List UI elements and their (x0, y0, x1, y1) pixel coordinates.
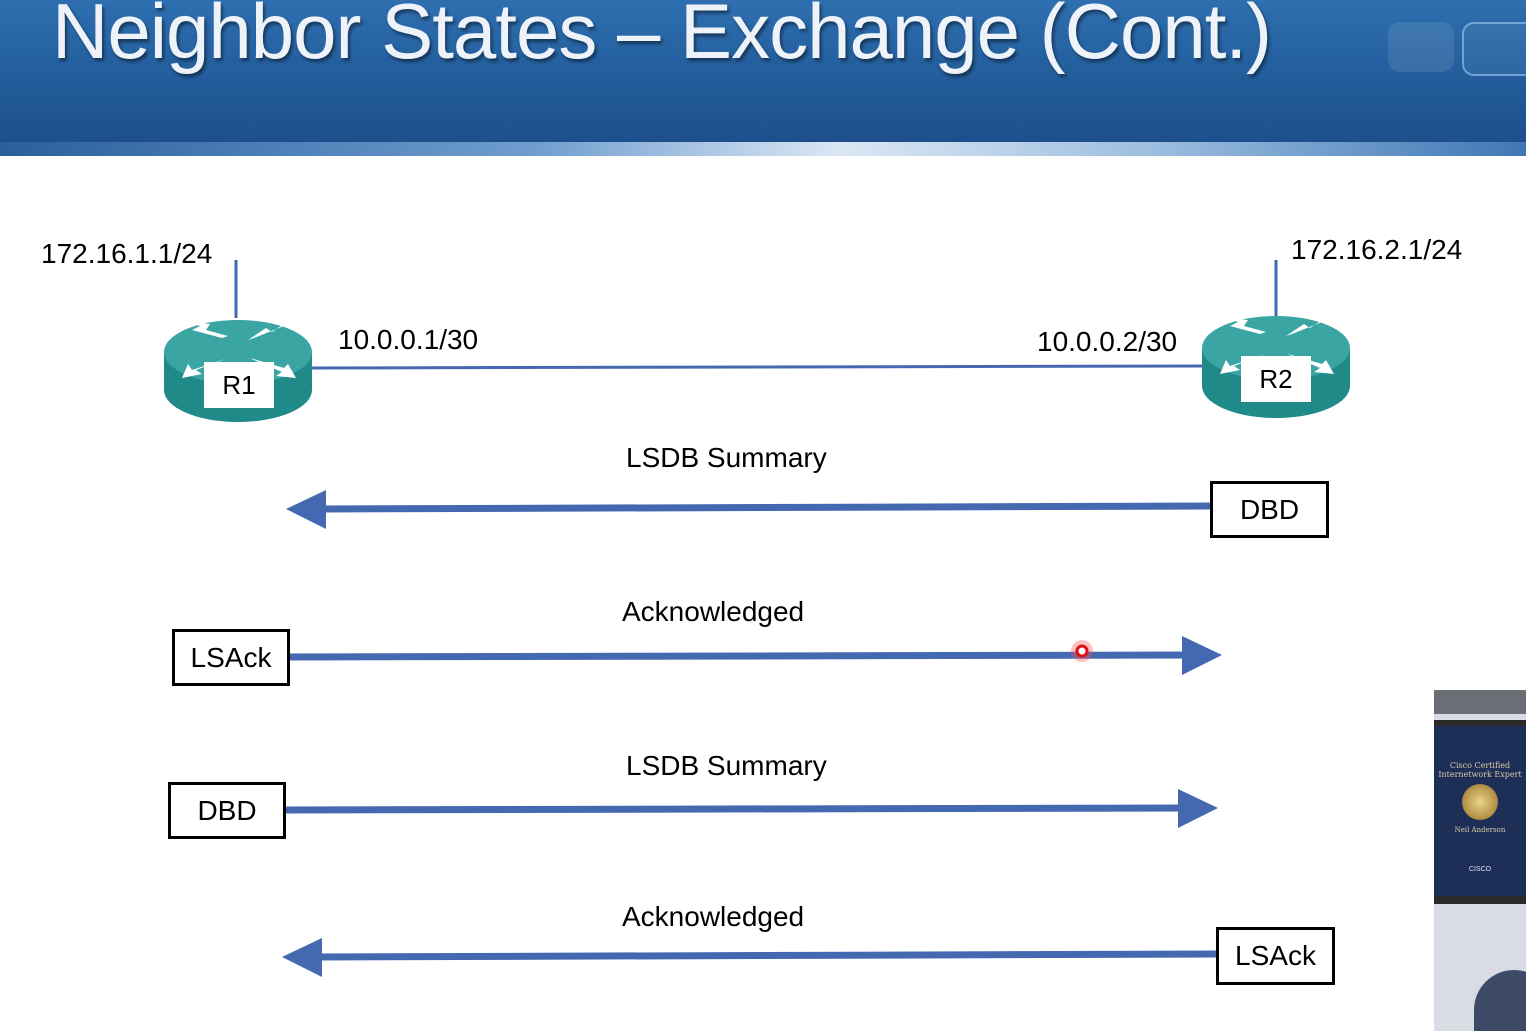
presenter-silhouette (1474, 970, 1526, 1031)
certificate-heading: Cisco Certified Internetwork Expert (1438, 761, 1522, 779)
router-r1: R1 (162, 316, 314, 424)
router-r2-label: R2 (1241, 356, 1311, 402)
router-r1-label: R1 (204, 362, 274, 408)
certificate-frame: Cisco Certified Internetwork Expert Neil… (1434, 720, 1526, 904)
r1-lan-ip: 172.16.1.1/24 (41, 238, 213, 269)
r1-link-ip: 10.0.0.1/30 (338, 324, 479, 355)
exchange-1-caption: LSDB Summary (626, 442, 827, 473)
slide-header: Neighbor States – Exchange (Cont.) (0, 0, 1526, 142)
header-accent-strip (0, 142, 1526, 156)
certificate-seal-icon (1462, 784, 1498, 820)
arrow-2-head (1182, 636, 1222, 675)
arrow-4-shaft (315, 950, 1219, 961)
router-r2: R2 (1200, 312, 1352, 420)
exchange-2-caption: Acknowledged (622, 596, 805, 627)
webcam-ceiling (1434, 690, 1526, 714)
router-icon (1202, 316, 1350, 418)
header-decoration (1388, 22, 1454, 72)
certificate-brand: CISCO (1468, 866, 1492, 873)
exchange-4-packet-box: LSAck (1216, 927, 1335, 985)
laser-pointer-dot (1075, 644, 1089, 658)
arrow-4-head (282, 938, 322, 977)
slide-title: Neighbor States – Exchange (Cont.) (52, 0, 1272, 75)
arrow-3-head (1178, 789, 1218, 828)
arrow-3-shaft (283, 804, 1185, 814)
r2-link-ip: 10.0.0.2/30 (1037, 326, 1178, 357)
certificate-name: Neil Anderson (1454, 826, 1506, 834)
exchange-3-caption: LSDB Summary (626, 750, 827, 781)
exchange-1-packet-box: DBD (1210, 481, 1329, 538)
r2-lan-ip: 172.16.2.1/24 (1291, 234, 1463, 265)
arrow-2-shaft (287, 651, 1189, 661)
webcam-inset: Cisco Certified Internetwork Expert Neil… (1434, 690, 1526, 1031)
header-decoration-outline (1462, 22, 1526, 76)
serial-link (311, 364, 1203, 370)
exchange-4-caption: Acknowledged (622, 901, 805, 932)
arrow-1-shaft (319, 502, 1213, 513)
exchange-3-packet-box: DBD (168, 782, 286, 839)
arrow-1-head (286, 490, 326, 529)
exchange-2-packet-box: LSAck (172, 629, 290, 686)
